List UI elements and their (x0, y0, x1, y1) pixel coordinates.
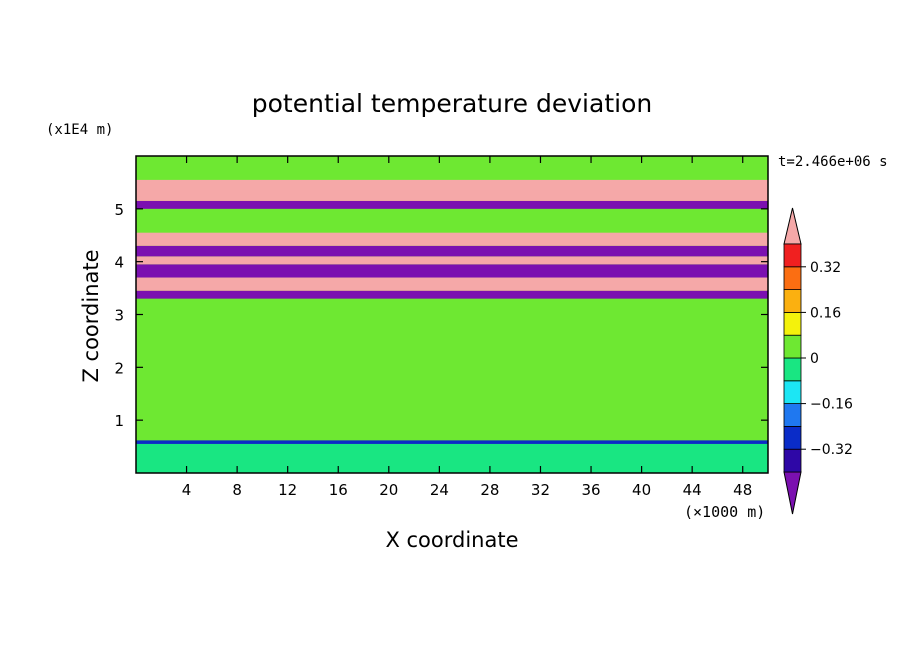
heatmap-band (136, 200, 768, 209)
x-tick-label: 36 (581, 481, 600, 499)
colorbar-swatch (783, 243, 802, 268)
y-tick-label: 1 (114, 412, 124, 430)
colorbar-swatch (783, 403, 802, 427)
heatmap-band (136, 232, 768, 246)
colorbar-swatch (783, 425, 802, 450)
colorbar-tick-label: 0.16 (810, 305, 841, 321)
colorbar-swatch (783, 380, 802, 404)
colorbar: 0.32 0.16 0 −0.16 −0.32 (783, 207, 853, 515)
x-tick-label: 20 (379, 481, 398, 499)
y-unit-label: (x1E4 m) (46, 122, 113, 138)
colorbar-extend-top (783, 207, 802, 245)
x-tick-label: 8 (232, 481, 242, 499)
heatmap-band (136, 290, 768, 299)
heatmap-band (136, 245, 768, 257)
y-tick-label: 5 (114, 201, 124, 219)
colorbar-extend-bottom (783, 471, 802, 515)
x-tick-label: 48 (733, 481, 752, 499)
colorbar-swatch (783, 357, 802, 382)
x-unit-label: (×1000 m) (684, 503, 765, 521)
x-tick-label: 40 (632, 481, 651, 499)
heatmap-band (136, 277, 768, 291)
colorbar-swatch (783, 266, 802, 290)
x-tick-label: 12 (278, 481, 297, 499)
heatmap-band (136, 208, 768, 233)
colorbar-tick-label: −0.16 (810, 397, 853, 413)
x-tick-label: 32 (531, 481, 550, 499)
y-tick-label: 4 (114, 254, 124, 272)
heatmap-field (136, 156, 768, 473)
x-tick-label: 24 (430, 481, 449, 499)
colorbar-swatch (783, 311, 802, 336)
time-label: t=2.466e+06 s (778, 154, 888, 170)
heatmap-band (136, 440, 768, 444)
x-axis-title: X coordinate (385, 528, 518, 552)
y-axis-title: Z coordinate (79, 249, 103, 382)
heatmap-band (136, 179, 768, 201)
heatmap-band (136, 264, 768, 278)
x-axis: 4 8 12 16 20 24 28 32 36 40 44 48 (182, 156, 752, 499)
y-tick-label: 3 (114, 307, 124, 325)
x-tick-label: 4 (182, 481, 192, 499)
colorbar-swatch (783, 334, 802, 359)
colorbar-tick-label: −0.32 (810, 442, 853, 458)
colorbar-tick-label: 0 (810, 351, 819, 367)
colorbar-tick-label: 0.32 (810, 260, 841, 276)
heatmap-band (136, 156, 768, 180)
heatmap-band (136, 443, 768, 473)
y-axis: 1 2 3 4 5 (114, 201, 768, 430)
x-tick-label: 16 (329, 481, 348, 499)
x-tick-label: 44 (683, 481, 702, 499)
y-tick-label: 2 (114, 359, 124, 377)
x-tick-label: 28 (480, 481, 499, 499)
chart-title: potential temperature deviation (252, 89, 652, 118)
colorbar-swatch (783, 289, 802, 313)
heatmap-band (136, 256, 768, 265)
colorbar-swatch (783, 448, 802, 473)
heatmap-band (136, 298, 768, 441)
